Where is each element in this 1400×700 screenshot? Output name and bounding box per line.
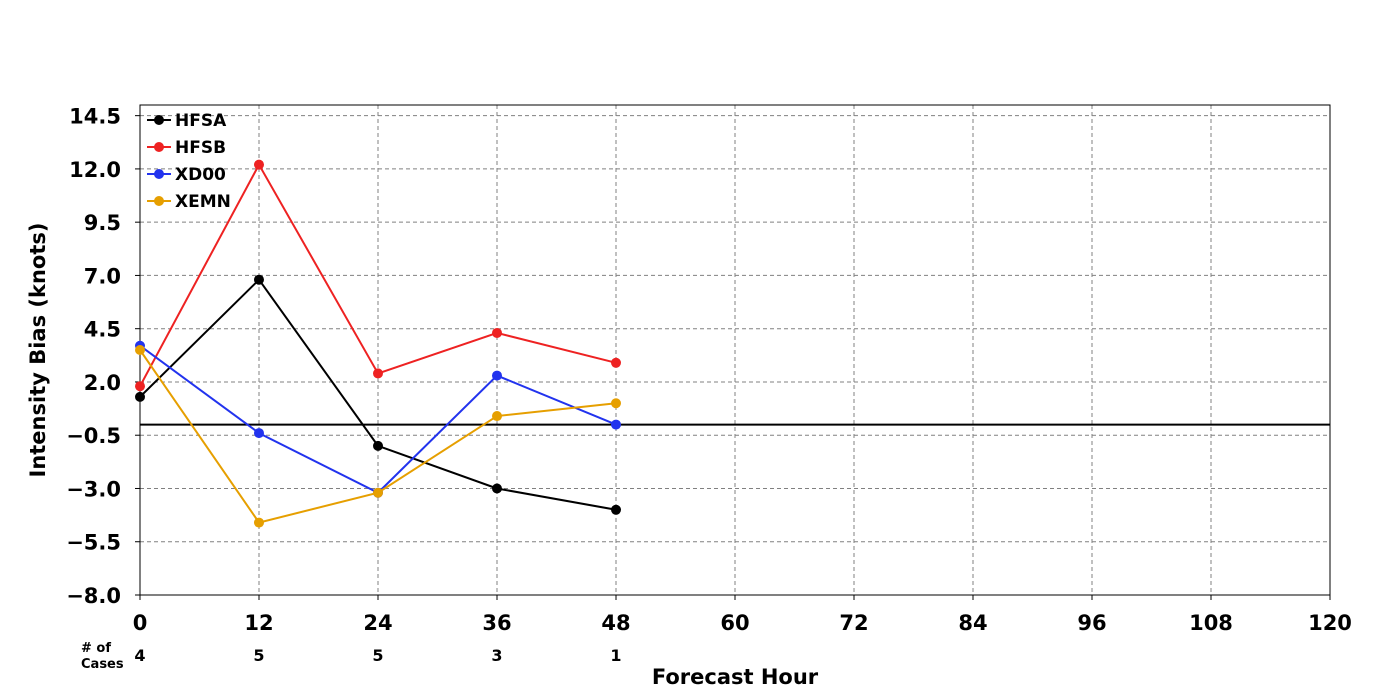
axis-ticks: 0 12 24 36 48 60 72 84 96 108 120 −8.0 −5.5 −3.0 −0.5 2… xyxy=(66,105,1352,635)
data-point-xemn xyxy=(254,517,264,528)
x-tick-label: 48 xyxy=(601,611,630,635)
legend-marker-xd00 xyxy=(154,169,164,179)
data-point-hfsa xyxy=(492,483,502,494)
y-tick-label: 7.0 xyxy=(84,264,121,288)
x-tick-label: 36 xyxy=(482,611,511,635)
cases-row: # of Cases 4 5 5 3 1 xyxy=(81,641,622,672)
cases-count: 4 xyxy=(134,646,145,665)
legend-marker-hfsb xyxy=(154,142,164,152)
legend-label-hfsb: HFSB xyxy=(175,138,226,158)
x-axis-title: Forecast Hour xyxy=(652,665,819,689)
y-tick-label: 4.5 xyxy=(84,318,121,342)
data-point-xd00 xyxy=(611,419,621,430)
data-point-xemn xyxy=(611,398,621,409)
y-tick-label: −5.5 xyxy=(66,531,121,555)
x-tick-label: 84 xyxy=(958,611,987,635)
legend: HFSA HFSB XD00 XEMN xyxy=(147,111,231,212)
legend-label-hfsa: HFSA xyxy=(175,111,227,131)
data-point-hfsb xyxy=(492,327,502,338)
grid-lines xyxy=(140,105,1330,595)
data-point-xemn xyxy=(135,345,145,355)
y-axis-title: Intensity Bias (knots) xyxy=(26,223,50,478)
x-tick-label: 120 xyxy=(1308,611,1352,635)
x-tick-label: 108 xyxy=(1189,611,1233,635)
legend-marker-hfsa xyxy=(154,115,164,125)
cases-count: 5 xyxy=(372,646,383,665)
data-point-hfsa xyxy=(254,274,264,285)
legend-marker-xemn xyxy=(154,196,164,206)
legend-label-xd00: XD00 xyxy=(175,165,226,185)
legend-label-xemn: XEMN xyxy=(175,192,231,212)
cases-count: 5 xyxy=(253,646,264,665)
x-tick-label: 0 xyxy=(133,611,148,635)
data-point-hfsb xyxy=(254,159,264,170)
data-point-xd00 xyxy=(492,370,502,381)
cases-label-line2: Cases xyxy=(81,657,124,672)
y-tick-label: −8.0 xyxy=(66,584,121,608)
data-series xyxy=(135,159,621,528)
data-point-hfsb xyxy=(611,357,621,368)
cases-label-line1: # of xyxy=(81,641,111,656)
data-point-xemn xyxy=(492,411,502,422)
x-tick-label: 24 xyxy=(363,611,392,635)
y-tick-label: 9.5 xyxy=(84,211,121,235)
y-tick-label: 2.0 xyxy=(84,371,121,395)
data-point-hfsa xyxy=(611,504,621,515)
data-point-hfsa xyxy=(373,440,383,451)
y-tick-label: 12.0 xyxy=(69,158,121,182)
y-tick-label: −0.5 xyxy=(66,424,121,448)
x-tick-label: 12 xyxy=(244,611,273,635)
data-point-hfsa xyxy=(135,391,145,402)
x-tick-label: 60 xyxy=(720,611,749,635)
data-point-xd00 xyxy=(254,428,264,439)
data-point-xemn xyxy=(373,487,383,498)
cases-count: 1 xyxy=(610,646,621,665)
x-tick-label: 72 xyxy=(839,611,868,635)
data-point-hfsb xyxy=(135,381,145,392)
data-point-hfsb xyxy=(373,368,383,379)
cases-count: 3 xyxy=(491,646,502,665)
y-tick-label: −3.0 xyxy=(66,477,121,501)
x-tick-label: 96 xyxy=(1077,611,1106,635)
y-tick-label: 14.5 xyxy=(69,105,121,129)
